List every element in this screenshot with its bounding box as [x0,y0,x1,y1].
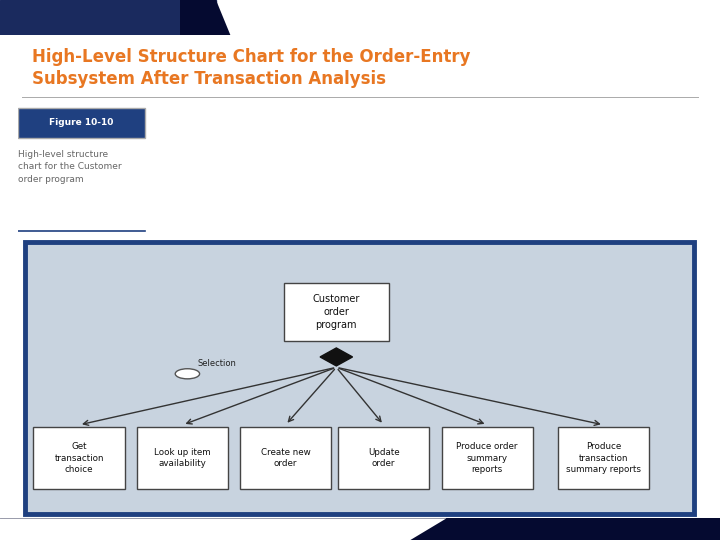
Text: INFO425: Systems Design: INFO425: Systems Design [14,524,176,534]
Text: Figure 10-10: Figure 10-10 [50,118,114,127]
FancyBboxPatch shape [441,427,533,489]
Polygon shape [320,348,353,366]
Text: High-Level Structure Chart for the Order-Entry: High-Level Structure Chart for the Order… [32,48,471,65]
FancyBboxPatch shape [240,427,331,489]
Circle shape [175,369,199,379]
FancyBboxPatch shape [18,108,145,138]
Text: Look up item
availability: Look up item availability [154,448,211,468]
Text: Produce
transaction
summary reports: Produce transaction summary reports [566,442,641,474]
Text: Get
transaction
choice: Get transaction choice [55,442,104,474]
Polygon shape [0,518,446,540]
FancyBboxPatch shape [137,427,228,489]
Text: Customer
order
program: Customer order program [312,294,360,330]
FancyBboxPatch shape [33,427,125,489]
FancyBboxPatch shape [338,427,429,489]
FancyBboxPatch shape [284,282,389,341]
Text: INFORMATION SYSTEMS @ X: INFORMATION SYSTEMS @ X [539,12,706,23]
Text: Subsystem After Transaction Analysis: Subsystem After Transaction Analysis [32,70,387,88]
Polygon shape [180,0,230,35]
FancyBboxPatch shape [25,242,693,514]
Text: Update
order: Update order [368,448,400,468]
Text: Create new
order: Create new order [261,448,310,468]
Text: Produce order
summary
reports: Produce order summary reports [456,442,518,474]
Text: High-level structure
chart for the Customer
order program: High-level structure chart for the Custo… [18,150,122,184]
Bar [0,0,216,35]
Text: Selection: Selection [197,360,236,368]
FancyBboxPatch shape [558,427,649,489]
